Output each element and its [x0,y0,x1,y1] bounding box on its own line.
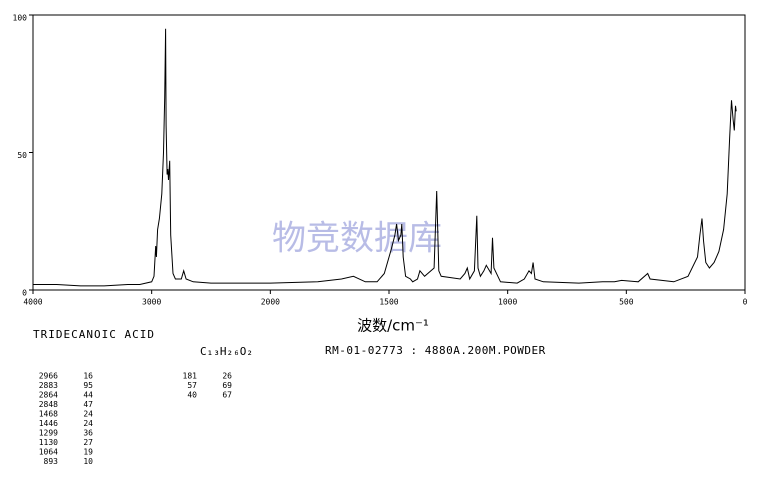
x-tick-label: 0 [743,298,748,307]
peak-intensity: 44 [83,391,93,400]
peak-intensity: 36 [83,429,93,438]
compound-name: TRIDECANOIC ACID [33,328,155,341]
x-axis-label: 波数/cm⁻¹ [357,317,429,335]
peak-position: 1468 [39,410,58,419]
sample-info: RM-01-02773 : 4880A.200M.POWDER [325,344,546,357]
peak-position: 2966 [39,372,58,381]
peak-position: 1130 [39,438,58,447]
peak-position: 181 [183,372,198,381]
x-tick-label: 1500 [379,298,398,307]
peak-intensity: 16 [83,372,93,381]
y-tick-label: 0 [22,289,27,298]
peak-position: 57 [187,381,197,390]
peak-intensity: 67 [222,391,232,400]
x-tick-label: 3000 [142,298,161,307]
x-tick-label: 1000 [498,298,517,307]
spectrum-line [33,28,737,287]
peak-intensity: 24 [83,419,93,428]
x-tick-label: 2000 [261,298,280,307]
formula: C₁₃H₂₆O₂ [200,345,253,358]
peak-intensity: 24 [83,410,93,419]
peak-position: 1299 [39,429,58,438]
peak-position: 1446 [39,419,58,428]
peak-intensity: 26 [222,372,232,381]
peak-intensity: 10 [83,457,93,466]
x-tick-label: 500 [619,298,634,307]
y-tick-label: 50 [17,151,27,160]
peak-intensity: 95 [83,381,93,390]
peak-position: 893 [44,457,59,466]
peak-position: 2864 [39,391,58,400]
peak-position: 2883 [39,381,58,390]
peak-intensity: 27 [83,438,93,447]
watermark: 物竞数据库 [272,219,442,259]
peak-intensity: 19 [83,448,93,457]
peak-position: 1064 [39,448,58,457]
peak-intensity: 69 [222,381,232,390]
peak-intensity: 47 [83,400,93,409]
peak-position: 2848 [39,400,58,409]
y-tick-label: 100 [13,14,28,23]
peak-position: 40 [187,391,197,400]
x-tick-label: 4000 [23,298,42,307]
